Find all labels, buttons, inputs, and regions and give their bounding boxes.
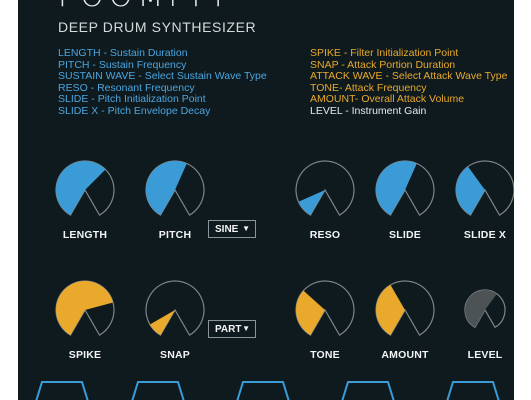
knob-value-wedge — [146, 161, 187, 216]
legend-key: TONE — [310, 81, 339, 94]
legend-key: SLIDE — [58, 93, 89, 106]
legend-key: SLIDE X — [58, 104, 99, 117]
legend-desc: - Sustain Duration — [100, 47, 188, 59]
legend-item: RESO - Resonant Frequency — [58, 81, 267, 95]
legend-key: RESO — [58, 81, 88, 94]
legend-desc: - Pitch Envelope Decay — [98, 104, 211, 117]
knob-dial[interactable] — [293, 278, 357, 342]
knob-pitch[interactable]: PITCH — [140, 158, 210, 241]
knob-label: SNAP — [160, 349, 190, 361]
legend-desc: - Select Attack Wave Type — [382, 70, 508, 83]
knob-slide-x[interactable]: SLIDE X — [450, 158, 514, 241]
knob-label: SLIDE — [389, 229, 421, 241]
knob-dial[interactable] — [293, 158, 357, 222]
preset-tab-2[interactable] — [128, 378, 188, 400]
knob-snap[interactable]: SNAP — [140, 278, 210, 361]
legend-item: TONE- Attack Frequency — [310, 81, 507, 95]
knob-label: LEVEL — [467, 349, 503, 361]
chevron-down-icon: ▼ — [242, 224, 250, 233]
legend-item: AMOUNT- Overall Attack Volume — [310, 94, 507, 106]
sustain-wave-dropdown[interactable]: SINE ▼ — [208, 220, 256, 238]
legend-key: ATTACK WAVE — [310, 70, 383, 83]
knob-value-wedge — [465, 290, 497, 328]
legend-desc: - Instrument Gain — [342, 104, 427, 117]
knob-dial[interactable] — [53, 158, 117, 222]
knob-length[interactable]: LENGTH — [50, 158, 120, 241]
plugin-subtitle: DEEP DRUM SYNTHESIZER — [58, 19, 257, 35]
knob-dial[interactable] — [453, 278, 514, 342]
knob-value-wedge — [296, 290, 325, 336]
sustain-wave-value: SINE — [215, 224, 239, 235]
knob-value-wedge — [376, 284, 405, 336]
legend-key: SPIKE — [310, 47, 341, 59]
knob-reso[interactable]: RESO — [290, 158, 360, 241]
legend-item: SUSTAIN WAVE - Select Sustain Wave Type — [58, 70, 267, 83]
knob-dial[interactable] — [373, 158, 437, 222]
knob-tone[interactable]: TONE — [290, 278, 360, 361]
knob-track — [295, 160, 355, 216]
legend-desc: - Attack Frequency — [338, 81, 427, 94]
plugin-title: FOOMPFF — [58, 0, 236, 12]
legend-key: LEVEL — [310, 104, 343, 117]
synth-panel: FOOMPFF DEEP DRUM SYNTHESIZER LENGTH - S… — [18, 0, 514, 400]
knob-dial[interactable] — [53, 278, 117, 342]
legend-desc: - Filter Initialization Point — [340, 47, 459, 59]
legend-desc: - Select Sustain Wave Type — [135, 70, 267, 83]
knob-value-wedge — [149, 310, 175, 336]
knob-label: TONE — [310, 349, 340, 361]
knob-dial[interactable] — [373, 278, 437, 342]
legend-item: SLIDE - Pitch Initialization Point — [58, 94, 267, 106]
preset-tab-4[interactable] — [338, 378, 398, 400]
knob-dial[interactable] — [453, 158, 514, 222]
parameter-legend-left: LENGTH - Sustain Duration PITCH - Sustain… — [58, 47, 267, 118]
legend-item: SNAP - Attack Portion Duration — [310, 58, 507, 72]
legend-desc: - Attack Portion Duration — [338, 58, 456, 71]
legend-key: SUSTAIN WAVE — [58, 70, 136, 83]
knob-label: PITCH — [158, 229, 192, 241]
legend-desc: - Sustain Frequency — [89, 58, 187, 71]
knob-value-wedge — [56, 160, 106, 216]
legend-desc: - Resonant Frequency — [87, 81, 195, 94]
attack-wave-value: PART — [215, 324, 242, 335]
knob-label: SPIKE — [68, 349, 102, 361]
knob-track — [145, 280, 205, 336]
knob-amount[interactable]: AMOUNT — [370, 278, 440, 361]
legend-key: LENGTH — [58, 47, 101, 59]
knob-label: RESO — [309, 229, 341, 241]
legend-item: LEVEL - Instrument Gain — [310, 104, 507, 118]
preset-tab-3[interactable] — [233, 378, 293, 400]
knob-value-wedge — [55, 280, 114, 336]
knob-dial[interactable] — [143, 278, 207, 342]
legend-key: PITCH — [58, 58, 90, 71]
legend-item: SPIKE - Filter Initialization Point — [310, 47, 507, 60]
knob-slide[interactable]: SLIDE — [370, 158, 440, 241]
knob-value-wedge — [376, 161, 417, 216]
knob-label: LENGTH — [62, 229, 108, 241]
legend-key: SNAP — [310, 58, 339, 71]
preset-tab-1[interactable] — [32, 378, 92, 400]
legend-desc: - Pitch Initialization Point — [88, 93, 206, 106]
legend-item: SLIDE X - Pitch Envelope Decay — [58, 104, 267, 118]
legend-key: AMOUNT — [310, 93, 355, 106]
parameter-legend-right: SPIKE - Filter Initialization Point SNAP … — [310, 47, 508, 118]
attack-wave-dropdown[interactable]: PART ▼ — [208, 320, 256, 338]
knob-spike[interactable]: SPIKE — [50, 278, 120, 361]
chevron-down-icon: ▼ — [242, 324, 250, 333]
knob-label: AMOUNT — [381, 349, 429, 361]
legend-item: PITCH - Sustain Frequency — [58, 58, 267, 72]
knob-label: SLIDE X — [463, 229, 507, 241]
knob-level[interactable]: LEVEL — [450, 278, 514, 361]
preset-tab-5[interactable] — [443, 378, 503, 400]
knob-value-wedge — [456, 166, 485, 216]
knob-dial[interactable] — [143, 158, 207, 222]
knob-value-wedge — [298, 190, 325, 216]
legend-desc: - Overall Attack Volume — [354, 93, 465, 106]
legend-item: ATTACK WAVE - Select Attack Wave Type — [310, 70, 508, 83]
legend-item: LENGTH - Sustain Duration — [58, 47, 267, 60]
